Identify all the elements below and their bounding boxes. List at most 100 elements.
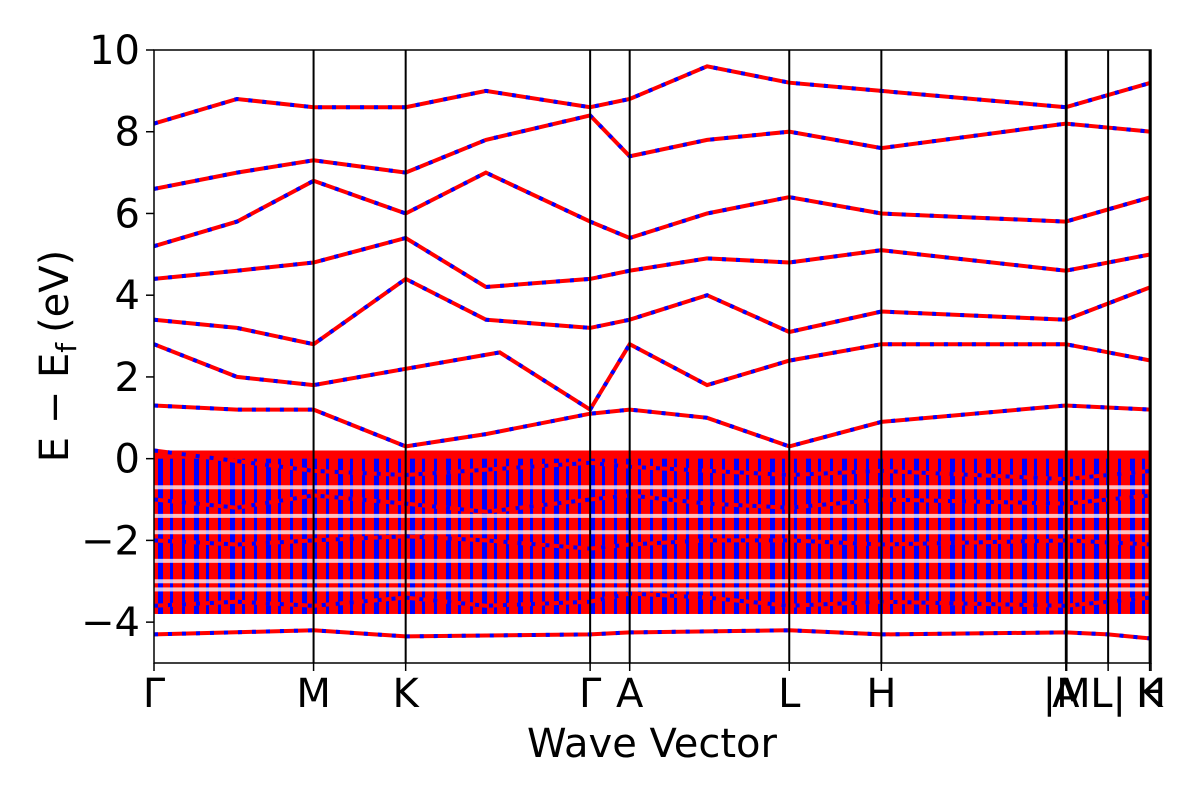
- valence-band-stripe: [338, 458, 343, 614]
- valence-band-stripe: [1010, 458, 1013, 614]
- valence-band-stripe: [890, 458, 893, 614]
- y-axis-label-main: E − E: [32, 353, 78, 463]
- valence-band-stripe: [326, 458, 329, 614]
- valence-band-stripe: [1142, 458, 1145, 614]
- valence-band-stripe: [722, 458, 725, 614]
- valence-band-stripe: [530, 458, 533, 614]
- valence-band-stripe: [674, 458, 677, 614]
- band-line-spin-up: [154, 64, 1151, 126]
- band-line-spin-down: [154, 276, 1151, 347]
- valence-band-stripe: [998, 458, 1001, 614]
- valence-band-stripe: [782, 458, 785, 614]
- valence-band-stripe: [194, 458, 199, 614]
- y-tick-label: 0: [115, 437, 140, 483]
- valence-band-stripe: [494, 458, 497, 614]
- band-line-spin-up: [154, 341, 1151, 413]
- band-gap-sliver: [154, 579, 1151, 584]
- valence-band-stripe: [1070, 458, 1073, 614]
- valence-band-stripe: [518, 458, 523, 614]
- valence-band-stripe: [1058, 458, 1063, 614]
- y-tick-label: 8: [115, 110, 140, 156]
- band-gap-sliver: [154, 485, 1151, 490]
- valence-band-stripe: [734, 458, 739, 614]
- plot-frame: [153, 49, 1152, 664]
- valence-band-stripe: [566, 458, 569, 614]
- valence-band-stripe: [578, 458, 581, 614]
- x-axis-label: Wave Vector: [527, 721, 778, 767]
- band-line-spin-up: [154, 628, 1151, 641]
- valence-band-stripe: [278, 458, 281, 614]
- band-lines: [154, 64, 1151, 641]
- valence-band-stripe: [902, 458, 905, 614]
- valence-band-stripe: [602, 458, 605, 614]
- valence-band-stripe: [758, 458, 761, 614]
- valence-band-stripe: [470, 458, 473, 614]
- valence-band-stripe: [170, 458, 173, 614]
- valence-band-stripe: [242, 458, 245, 614]
- x-tick-label: K: [393, 671, 421, 717]
- valence-band-stripe: [506, 458, 509, 614]
- band-line-spin-up: [154, 235, 1151, 290]
- band-line-spin-down: [154, 170, 1151, 249]
- x-axis-ticks: Γ M K Γ A L H A|M L| KH: [143, 663, 1166, 717]
- valence-band-stripe: [458, 458, 461, 614]
- valence-band-stripe: [1094, 458, 1099, 614]
- valence-band-stripe: [806, 458, 811, 614]
- y-tick-label: 4: [115, 273, 140, 319]
- valence-band-stripe: [854, 458, 857, 614]
- valence-band-stripe: [770, 458, 775, 614]
- valence-band-stripe: [206, 458, 209, 614]
- y-tick-label: −2: [81, 518, 140, 564]
- valence-band-stripe: [254, 458, 257, 614]
- high-symmetry-lines: [312, 50, 1151, 663]
- x-tick-label: L|: [1090, 671, 1126, 717]
- valence-band-stripe: [350, 458, 353, 614]
- x-tick-label: Γ: [143, 671, 166, 717]
- x-tick-label: A: [616, 671, 644, 717]
- x-tick-label: Γ: [579, 671, 602, 717]
- valence-band-stripe: [962, 458, 965, 614]
- x-tick-label: A: [1052, 671, 1080, 717]
- valence-band-stripe: [182, 458, 185, 614]
- band-line-spin-down: [154, 64, 1151, 126]
- valence-band-stripe: [218, 458, 221, 614]
- band-line-spin-up: [154, 591, 1151, 608]
- dense-valence-band-region: [154, 450, 1151, 614]
- valence-band-stripe: [974, 458, 977, 614]
- valence-band-stripe: [938, 458, 941, 614]
- valence-band-stripe: [1082, 458, 1085, 614]
- band-line-spin-up: [154, 113, 1151, 191]
- valence-band-stripe: [830, 458, 833, 614]
- valence-band-stripe: [662, 458, 667, 614]
- band-line-spin-down: [154, 113, 1151, 191]
- valence-band-stripe: [638, 458, 641, 614]
- valence-band-stripe: [710, 458, 713, 614]
- valence-band-stripe: [446, 458, 451, 614]
- valence-band-stripe: [866, 458, 869, 614]
- svg-text:E − Ef(eV): E − Ef (eV): [32, 250, 83, 463]
- x-tick-label: K: [1137, 671, 1165, 717]
- y-tick-label: 6: [115, 191, 140, 237]
- valence-band-stripe: [950, 458, 955, 614]
- valence-band-stripe: [614, 458, 617, 614]
- y-axis-label: E − Ef (eV): [32, 250, 83, 463]
- y-tick-label: 2: [115, 355, 140, 401]
- band-line-spin-up: [154, 448, 1151, 482]
- x-tick-label: L: [778, 671, 801, 717]
- valence-band-stripe: [314, 458, 317, 614]
- valence-band-stripe: [1034, 458, 1037, 614]
- x-tick-label: H: [866, 671, 896, 717]
- valence-band-stripe: [794, 458, 797, 614]
- valence-band-stripe: [290, 458, 293, 614]
- valence-band-stripe: [266, 458, 271, 614]
- y-axis-label-subscript: f: [50, 342, 83, 353]
- valence-band-stripe: [914, 458, 919, 614]
- valence-band-stripe: [542, 458, 545, 614]
- band-gap-sliver: [154, 558, 1151, 563]
- band-line-spin-up: [154, 170, 1151, 249]
- valence-band-stripe: [926, 458, 929, 614]
- valence-band-stripe: [158, 458, 163, 614]
- valence-band-stripe: [554, 458, 559, 614]
- valence-band-stripe: [746, 458, 749, 614]
- band-gap-sliver: [154, 513, 1151, 518]
